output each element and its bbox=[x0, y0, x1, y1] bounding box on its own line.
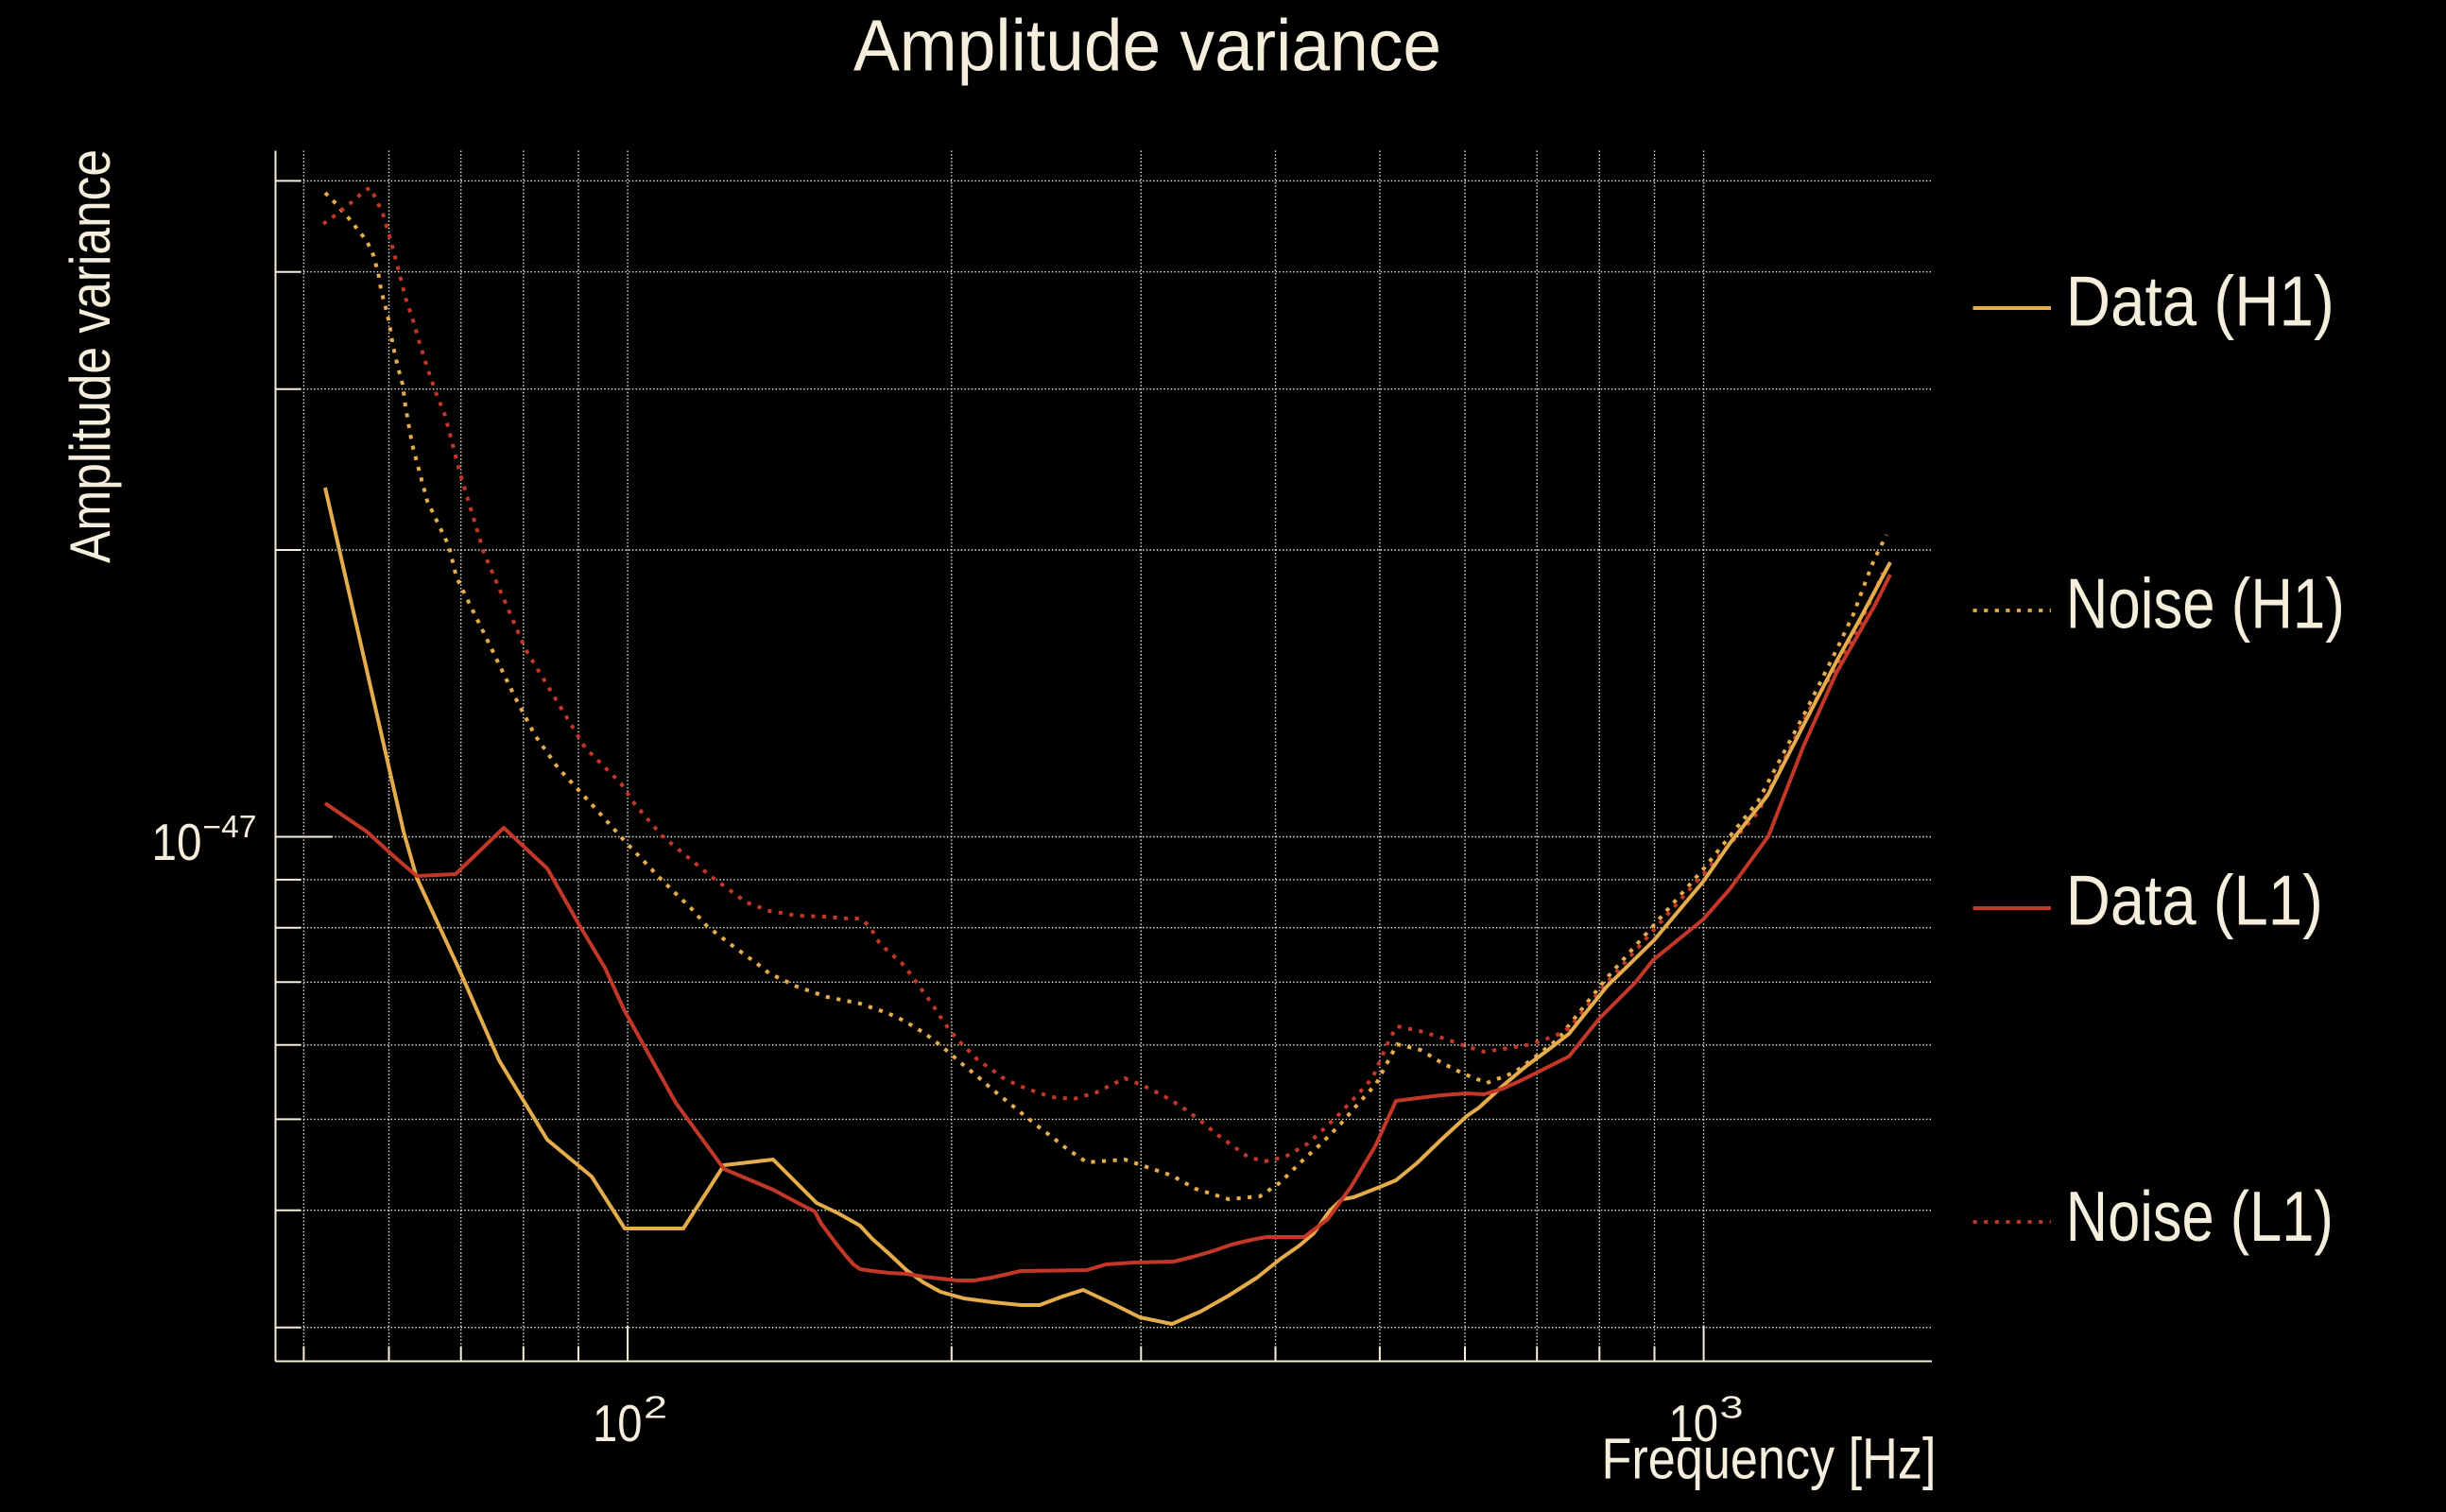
svg-text:Amplitude variance: Amplitude variance bbox=[59, 149, 122, 563]
svg-text:Amplitude variance: Amplitude variance bbox=[853, 6, 1441, 87]
svg-text:Noise (L1): Noise (L1) bbox=[2066, 1177, 2334, 1256]
svg-text:Noise (H1): Noise (H1) bbox=[2066, 563, 2345, 643]
svg-text:2: 2 bbox=[644, 1390, 667, 1425]
svg-text:Data (L1): Data (L1) bbox=[2066, 861, 2323, 940]
svg-text:−47: −47 bbox=[203, 809, 257, 844]
svg-text:Data (H1): Data (H1) bbox=[2066, 261, 2334, 340]
svg-text:3: 3 bbox=[1720, 1390, 1744, 1425]
svg-text:10: 10 bbox=[152, 814, 202, 871]
svg-text:10: 10 bbox=[593, 1395, 643, 1452]
svg-text:Frequency [Hz]: Frequency [Hz] bbox=[1602, 1427, 1937, 1491]
svg-text:10: 10 bbox=[1669, 1395, 1719, 1452]
